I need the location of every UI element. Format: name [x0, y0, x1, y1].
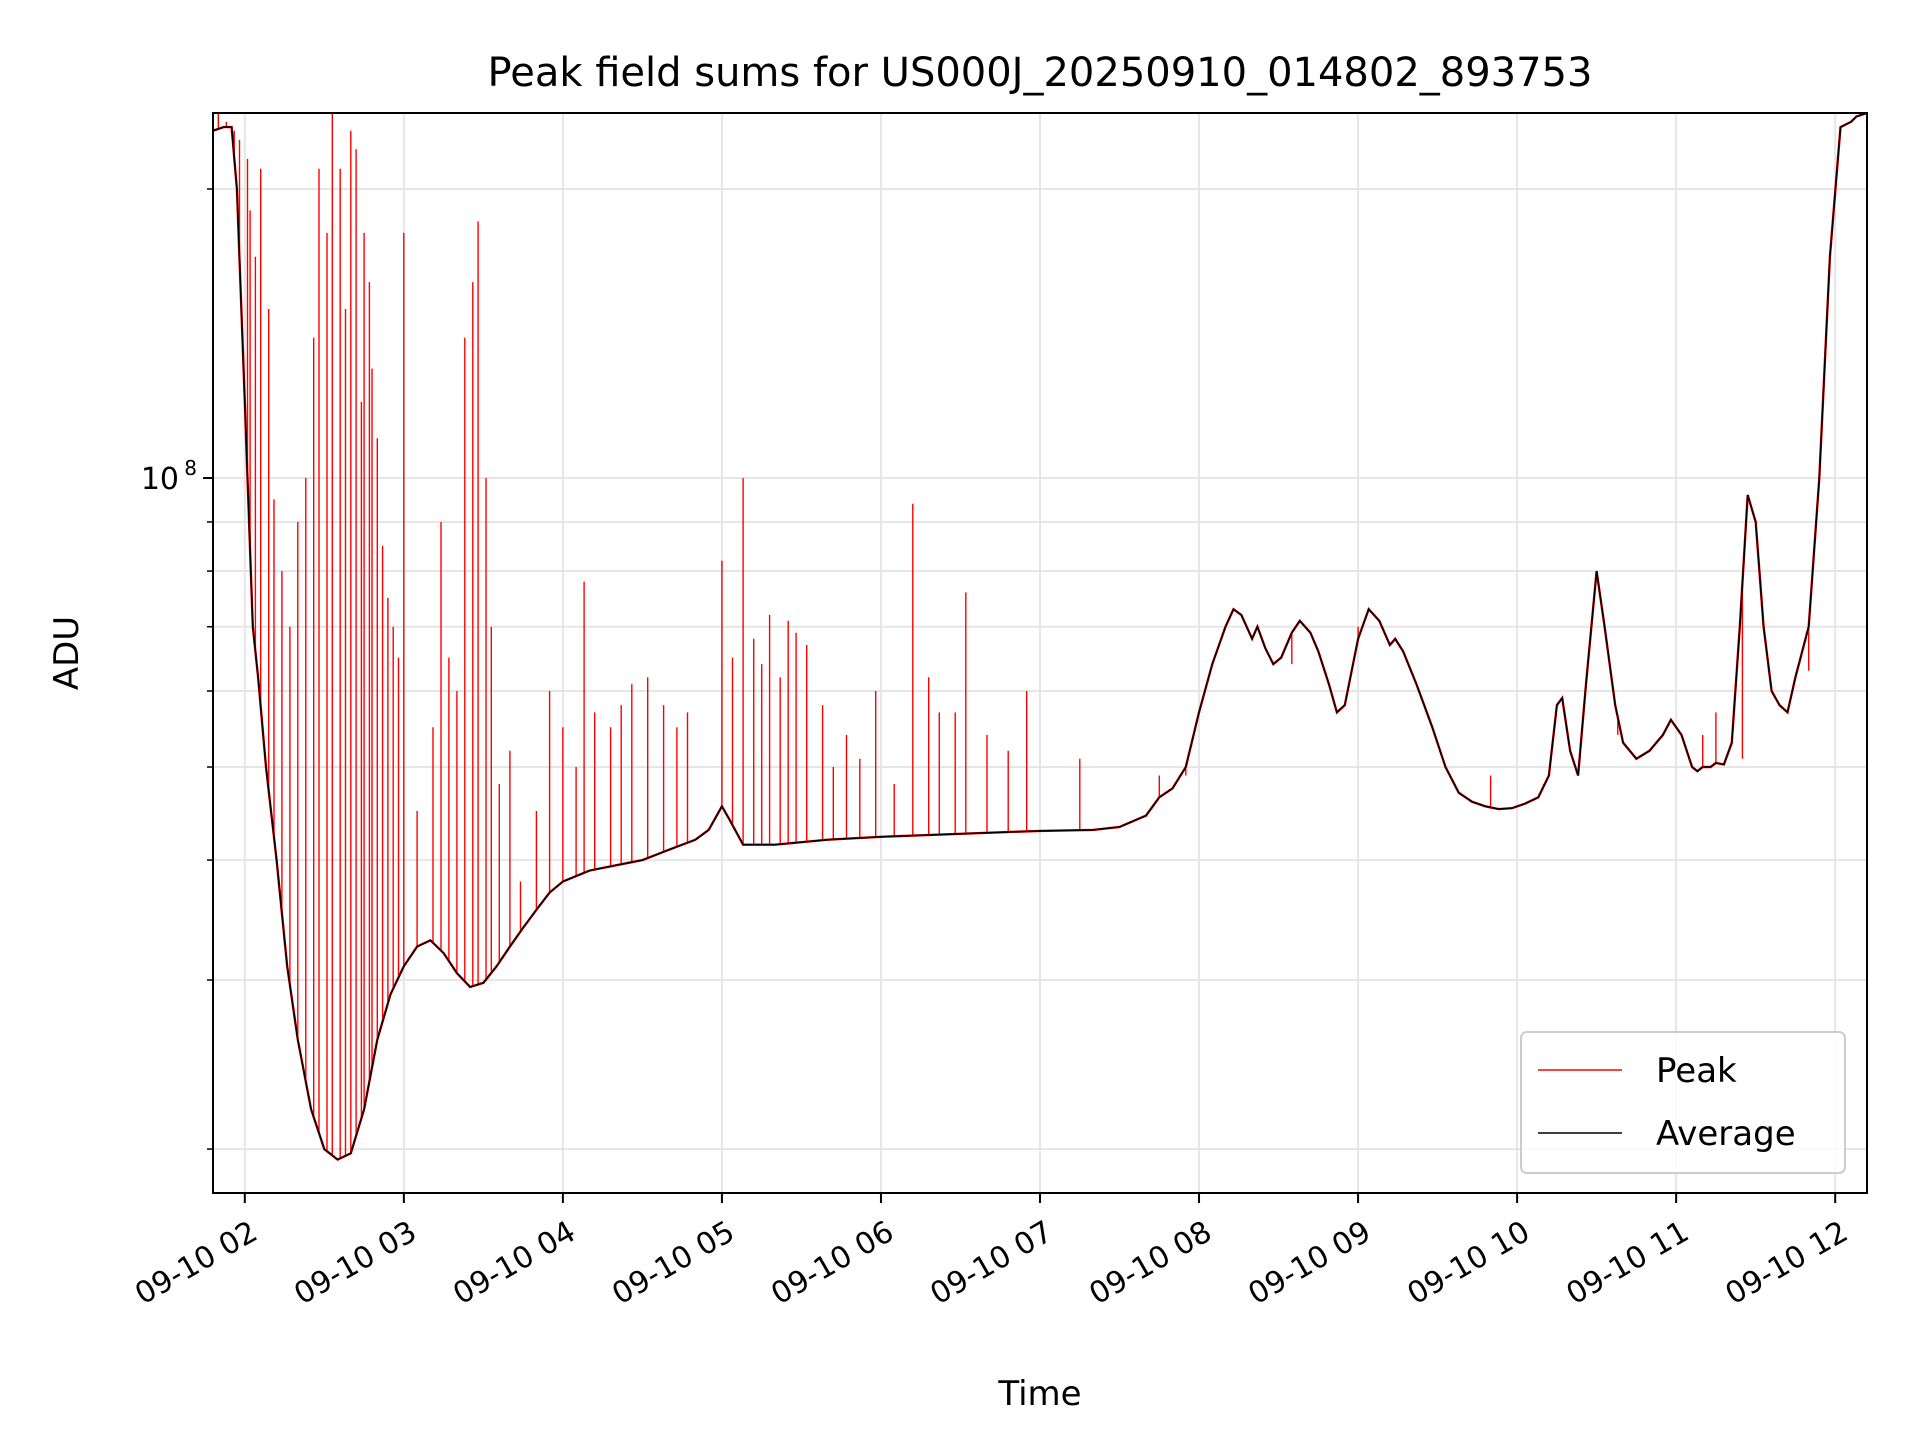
series-average-line	[213, 113, 1867, 1161]
y-tick-label-exponent: 8	[184, 456, 197, 480]
legend-label-peak: Peak	[1656, 1051, 1737, 1091]
series-peak	[213, 113, 1867, 1162]
y-tick-label: 10	[141, 462, 179, 497]
legend-label-average: Average	[1656, 1114, 1796, 1154]
series-layer	[213, 113, 1867, 1162]
x-axis-label: Time	[997, 1374, 1081, 1414]
chart-title: Peak field sums for US000J_20250910_0148…	[488, 50, 1593, 96]
legend: Peak Average	[1520, 1031, 1846, 1174]
y-axis-label: ADU	[47, 616, 87, 690]
legend-box	[1520, 1031, 1846, 1174]
series-average	[213, 113, 1867, 1161]
